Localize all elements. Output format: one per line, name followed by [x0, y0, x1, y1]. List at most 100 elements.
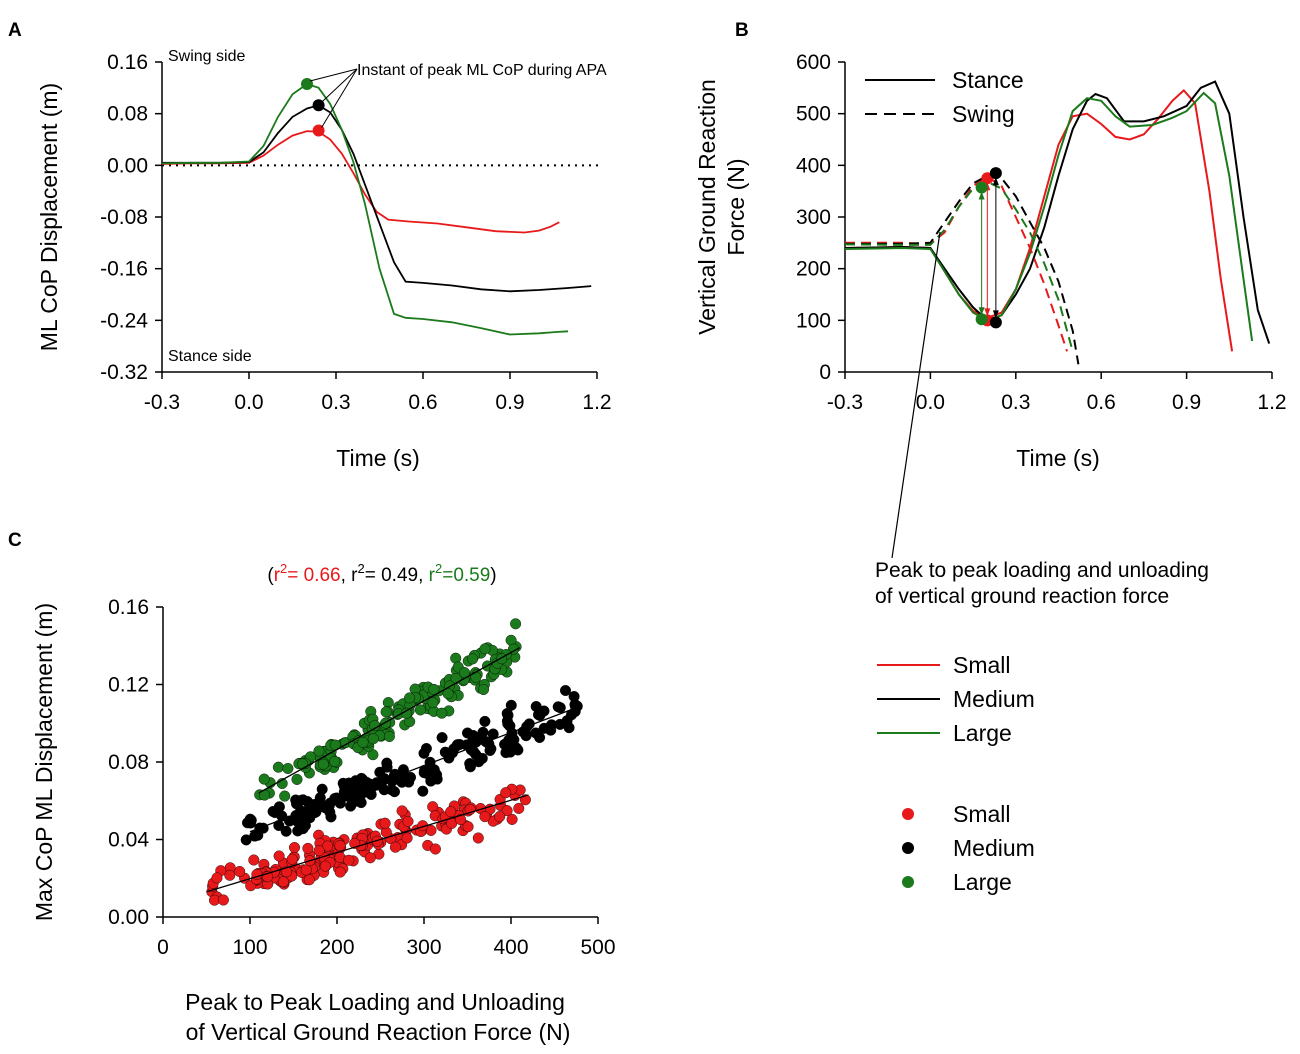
panel-letter-a: A — [8, 20, 22, 41]
fit-line-small — [206, 794, 529, 893]
x-axis-label-c-line1: Peak to Peak Loading and Unloading — [185, 989, 565, 1015]
scatter-point-large — [291, 773, 303, 785]
scatter-point-small — [334, 840, 346, 852]
arrow-head — [978, 191, 985, 200]
scatter-point-large — [317, 758, 329, 770]
legend-dot-large — [902, 876, 914, 888]
chart-panel-c: (r2= 0.66, r2= 0.49, r2=0.59) 0.160.120.… — [31, 561, 616, 1045]
y-tick-label: 0.08 — [107, 103, 148, 126]
scatter-point-small — [479, 811, 491, 823]
scatter-point-medium — [291, 798, 303, 810]
scatter-point-medium — [452, 739, 464, 751]
y-tick-label: 500 — [796, 103, 831, 126]
scatter-point-small — [506, 813, 518, 825]
x-tick-label: 0.3 — [321, 391, 350, 414]
scatter-point-small — [462, 821, 474, 833]
scatter-point-large — [436, 707, 448, 719]
y-tick-label: 0.16 — [108, 596, 149, 619]
scatter-point-small — [401, 832, 413, 844]
legend-dot-small — [902, 808, 914, 820]
scatter-point-large — [297, 758, 309, 770]
y-tick-label: 0.08 — [108, 751, 149, 774]
scatter-point-small — [334, 866, 346, 878]
scatter-point-medium — [504, 736, 516, 748]
scatter-point-medium — [324, 806, 336, 818]
scatter-point-small — [286, 853, 298, 865]
scatter-point-medium — [512, 744, 524, 756]
scatter-point-medium — [554, 702, 566, 714]
y-tick-label: 200 — [796, 258, 831, 281]
scatter-point-medium — [350, 775, 362, 787]
scatter-point-medium — [418, 747, 430, 759]
scatter-point-small — [211, 872, 223, 884]
y-axis-label-a: ML CoP Displacement (m) — [36, 83, 62, 351]
extreme-marker-large — [975, 313, 988, 326]
extreme-marker-medium — [989, 167, 1002, 180]
scatter-point-small — [313, 845, 325, 857]
line-series-small — [161, 130, 560, 234]
x-tick-label: 1.2 — [582, 391, 611, 414]
scatter-point-large — [442, 688, 454, 700]
scatter-point-small — [513, 802, 525, 814]
scatter-point-medium — [545, 724, 557, 736]
scatter-point-medium — [371, 777, 383, 789]
line-series-large-stance — [844, 91, 1254, 342]
y-axis-label-b-line1: Vertical Ground Reaction — [694, 79, 720, 335]
r2-large-sup: 2 — [435, 561, 442, 576]
scatter-point-medium — [396, 776, 408, 788]
chart-panel-a: 0.16 0.08 0.00 -0.08 -0.16 -0.24 -0.32 -0.3 0.0… — [36, 48, 612, 471]
y-tick-label: 100 — [796, 309, 831, 332]
x-tick-label: 300 — [406, 936, 441, 959]
x-tick-label: 0.9 — [1172, 391, 1201, 414]
x-tick-label: 0.0 — [916, 391, 945, 414]
r2-sep-2: , — [418, 565, 429, 586]
y-tick-label: 0.04 — [108, 829, 149, 852]
scatter-point-medium — [280, 825, 292, 837]
scatter-point-large — [467, 653, 479, 665]
r2-medium-value: = 0.49 — [365, 565, 418, 586]
scatter-point-small — [402, 815, 414, 827]
scatter-point-medium — [530, 701, 542, 713]
scatter-point-small — [427, 801, 439, 813]
y-tick-label: -0.08 — [100, 206, 148, 229]
scatter-point-medium — [464, 758, 476, 770]
scatter-point-large — [427, 697, 439, 709]
r2-medium-sup: 2 — [358, 561, 365, 576]
extreme-marker-large — [975, 181, 988, 194]
line-series-large — [161, 83, 569, 336]
x-axis-label-a: Time (s) — [336, 445, 419, 471]
legend-dots: Small Medium Large — [902, 801, 1035, 895]
scatter-point-small — [303, 874, 315, 886]
scatter-point-medium — [381, 757, 393, 769]
legend-dot-label: Small — [953, 801, 1011, 827]
y-tick-label: 300 — [796, 206, 831, 229]
scatter-point-medium — [431, 773, 443, 785]
r2-small-value: = 0.66 — [287, 565, 340, 586]
x-tick-label: -0.3 — [827, 391, 863, 414]
peak-annotation-pointer — [321, 68, 358, 103]
x-tick-label: 500 — [580, 936, 615, 959]
scatter-point-medium — [355, 797, 367, 809]
scatter-point-medium — [267, 806, 279, 818]
x-tick-label: 0 — [157, 936, 169, 959]
scatter-point-small — [273, 850, 285, 862]
scatter-point-medium — [436, 732, 448, 744]
swing-side-note: Swing side — [168, 48, 245, 65]
scatter-point-small — [500, 787, 512, 799]
scatter-point-small — [429, 843, 441, 855]
r2-sep-1: , — [341, 565, 352, 586]
scatter-point-small — [396, 805, 408, 817]
scatter-point-large — [380, 706, 392, 718]
x-tick-label: -0.3 — [144, 391, 180, 414]
y-tick-label: 0.12 — [108, 674, 149, 697]
x-tick-label: 0.9 — [495, 391, 524, 414]
r-squared-summary: (r2= 0.66, r2= 0.49, r2=0.59) — [267, 561, 496, 586]
legend-dot-label: Large — [953, 869, 1012, 895]
legend-line-label: Medium — [953, 686, 1035, 712]
y-tick-label: -0.24 — [100, 309, 148, 332]
x-axis-label-b: Time (s) — [1016, 445, 1099, 471]
y-tick-label: 0.00 — [108, 906, 149, 929]
scatter-point-small — [389, 841, 401, 853]
